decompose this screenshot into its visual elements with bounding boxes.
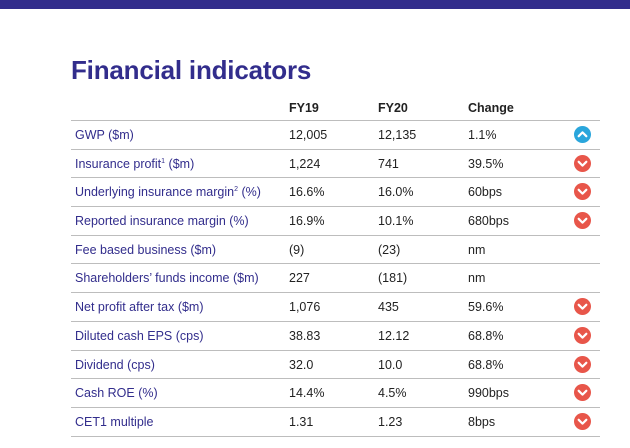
cell-fy19: 32.0 [289, 357, 314, 372]
row-label: Diluted cash EPS (cps) [75, 329, 204, 343]
row-label-text: Diluted cash EPS (cps) [75, 328, 204, 343]
cell-change: nm [468, 242, 486, 257]
cell-change: 8bps [468, 414, 496, 429]
table-row: Net profit after tax ($m) 1,076 435 59.6% [71, 293, 600, 322]
row-label: CET1 multiple [75, 415, 154, 429]
cell-fy20: 12.12 [378, 328, 410, 343]
cell-change: nm [468, 271, 486, 286]
table-row: Diluted cash EPS (cps) 38.83 12.12 68.8% [71, 322, 600, 351]
cell-change: 39.5% [468, 156, 504, 171]
table-row: Shareholders’ funds income ($m) 227 (181) n… [71, 264, 600, 294]
row-label: Underlying insurance margin2 (%) [75, 185, 261, 199]
cell-change: 68.8% [468, 328, 504, 343]
down-arrow-icon [574, 355, 591, 373]
table-row: CET1 multiple 1.31 1.23 8bps [71, 408, 600, 437]
cell-fy20: (181) [378, 271, 408, 286]
row-label-text: Insurance profit [75, 156, 162, 171]
row-label-text: Dividend (cps) [75, 357, 155, 372]
row-label-unit: (%) [238, 185, 261, 200]
down-arrow-icon [574, 384, 591, 402]
header-fy19: FY19 [289, 101, 319, 115]
up-arrow-icon [574, 126, 591, 143]
table-row: Insurance profit1 ($m) 1,224 741 39.5% [71, 150, 600, 179]
cell-fy20: 12,135 [378, 128, 417, 142]
row-label-text: Underlying insurance margin [75, 185, 235, 200]
cell-fy19: 38.83 [289, 328, 321, 343]
cell-fy20: 741 [378, 156, 399, 171]
cell-fy19: 16.9% [289, 214, 325, 229]
cell-change: 68.8% [468, 357, 504, 372]
cell-fy19: 1,076 [289, 300, 321, 315]
cell-change: 680bps [468, 214, 510, 229]
row-label: Fee based business ($m) [75, 243, 216, 257]
footnote-marker: 2 [234, 186, 239, 194]
cell-fy20: 1.23 [378, 414, 403, 429]
cell-change: 59.6% [468, 300, 504, 315]
row-label: GWP ($m) [75, 128, 134, 142]
row-label: Insurance profit1 ($m) [75, 157, 194, 171]
cell-fy20: (23) [378, 242, 401, 257]
footnote-marker: 1 [161, 157, 166, 165]
down-arrow-icon [574, 326, 591, 344]
page-title: Financial indicators [71, 55, 312, 85]
down-arrow-icon [574, 412, 591, 430]
cell-fy20: 4.5% [378, 386, 407, 401]
table-header: FY19 FY20 Change [71, 96, 600, 121]
cell-fy19: (9) [289, 242, 305, 257]
table-body: GWP ($m) 12,005 12,135 1.1% Insurance profit… [71, 121, 600, 437]
cell-fy20: 16.0% [378, 185, 414, 200]
row-label: Dividend (cps) [75, 358, 155, 372]
row-label-text: Reported insurance margin (%) [75, 214, 249, 229]
row-label-text: Cash ROE (%) [75, 386, 158, 401]
row-label-text: Net profit after tax ($m) [75, 300, 204, 315]
table-row: Underlying insurance margin2 (%) 16.6% 16.… [71, 178, 600, 208]
cell-fy19: 12,005 [289, 128, 328, 142]
cell-fy19: 16.6% [289, 185, 325, 200]
top-accent-bar [0, 0, 630, 9]
table-row: Fee based business ($m) (9) (23) nm [71, 236, 600, 265]
row-label-unit: ($m) [165, 156, 195, 171]
cell-fy20: 10.1% [378, 214, 414, 229]
down-arrow-icon [574, 183, 591, 201]
cell-fy19: 1.31 [289, 414, 314, 429]
cell-change: 1.1% [468, 128, 497, 142]
table-row: Dividend (cps) 32.0 10.0 68.8% [71, 351, 600, 380]
row-label-text: CET1 multiple [75, 414, 154, 429]
row-label: Shareholders’ funds income ($m) [75, 271, 259, 285]
cell-fy20: 10.0 [378, 357, 403, 372]
row-label-text: GWP ($m) [75, 128, 134, 142]
cell-fy19: 227 [289, 271, 310, 286]
cell-fy19: 14.4% [289, 386, 325, 401]
cell-fy20: 435 [378, 300, 399, 315]
down-arrow-icon [574, 212, 591, 230]
row-label: Cash ROE (%) [75, 386, 158, 400]
down-arrow-icon [574, 298, 591, 316]
table-row: Reported insurance margin (%) 16.9% 10.1% 6… [71, 207, 600, 236]
table-row: Cash ROE (%) 14.4% 4.5% 990bps [71, 379, 600, 408]
header-fy20: FY20 [378, 101, 408, 115]
cell-change: 60bps [468, 185, 503, 200]
row-label-text: Shareholders’ funds income ($m) [75, 271, 259, 286]
table-row: GWP ($m) 12,005 12,135 1.1% [71, 121, 600, 150]
header-change: Change [468, 101, 514, 115]
row-label: Reported insurance margin (%) [75, 214, 249, 228]
row-label-text: Fee based business ($m) [75, 242, 217, 257]
down-arrow-icon [574, 154, 591, 172]
financial-indicators-table: FY19 FY20 Change GWP ($m) 12,005 12,135 1.1… [71, 96, 600, 437]
cell-fy19: 1,224 [289, 156, 321, 171]
row-label: Net profit after tax ($m) [75, 300, 204, 314]
cell-change: 990bps [468, 386, 510, 401]
